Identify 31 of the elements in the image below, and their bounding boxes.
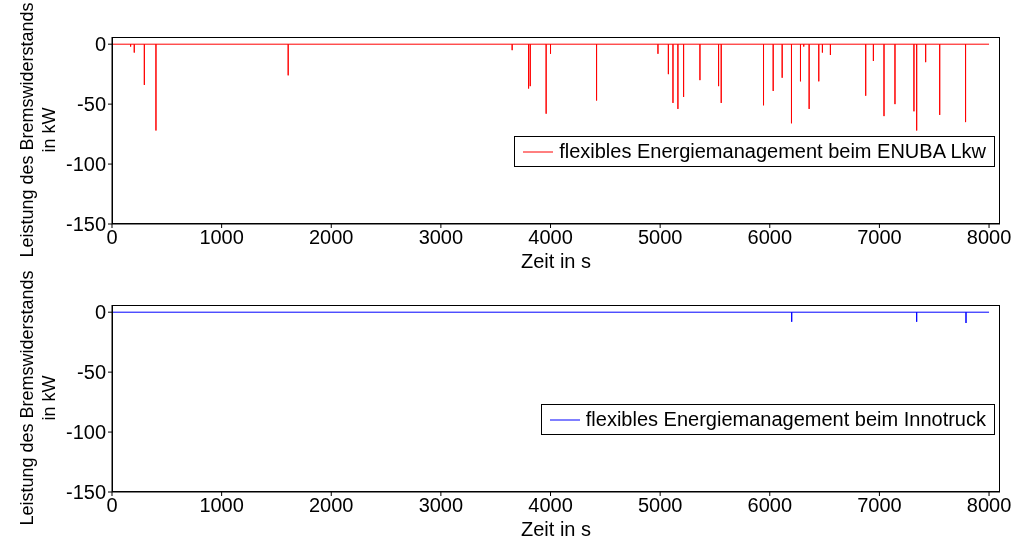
y-tick-label: 0 bbox=[94, 33, 106, 56]
y-axis-title: Leistung des Bremswiderstands in kW bbox=[16, 269, 60, 528]
x-tick-label: 3000 bbox=[418, 494, 464, 517]
x-tick-label: 6000 bbox=[747, 226, 793, 249]
x-tick-label: 4000 bbox=[528, 494, 573, 517]
y-tick-label: 0 bbox=[94, 301, 106, 324]
x-tick-label: 2000 bbox=[309, 494, 354, 517]
x-axis-title: Zeit in s bbox=[520, 250, 592, 272]
x-tick-label: 4000 bbox=[528, 226, 573, 249]
x-tick-label: 6000 bbox=[747, 494, 793, 517]
x-tick-label: 1000 bbox=[199, 494, 244, 517]
x-tick-label: 8000 bbox=[966, 494, 1012, 517]
y-tick-label: -150 bbox=[65, 213, 106, 236]
x-tick-label: 2000 bbox=[309, 226, 354, 249]
x-tick-label: 7000 bbox=[857, 226, 902, 249]
x-tick-label: 7000 bbox=[857, 494, 902, 517]
y-tick-label: -50 bbox=[77, 93, 106, 116]
y-tick-label: -150 bbox=[65, 481, 106, 504]
x-tick-label: 3000 bbox=[418, 226, 464, 249]
x-tick-label: 5000 bbox=[637, 494, 683, 517]
y-tick-label: -100 bbox=[65, 153, 106, 176]
legend-label: flexibles Energiemanagement beim ENUBA Lkw bbox=[559, 140, 986, 163]
y-tick-label: -50 bbox=[77, 361, 106, 384]
x-tick-label: 1000 bbox=[199, 226, 244, 249]
legend-label: flexibles Energiemanagement beim Innotruck bbox=[585, 408, 986, 431]
x-tick-label: 5000 bbox=[637, 226, 683, 249]
line-series bbox=[112, 43, 990, 131]
y-axis-title: Leistung des Bremswiderstands in kW bbox=[16, 1, 60, 260]
x-axis-title: Zeit in s bbox=[520, 518, 592, 537]
x-tick-label: 8000 bbox=[966, 226, 1012, 249]
y-tick-label: -100 bbox=[65, 421, 106, 444]
